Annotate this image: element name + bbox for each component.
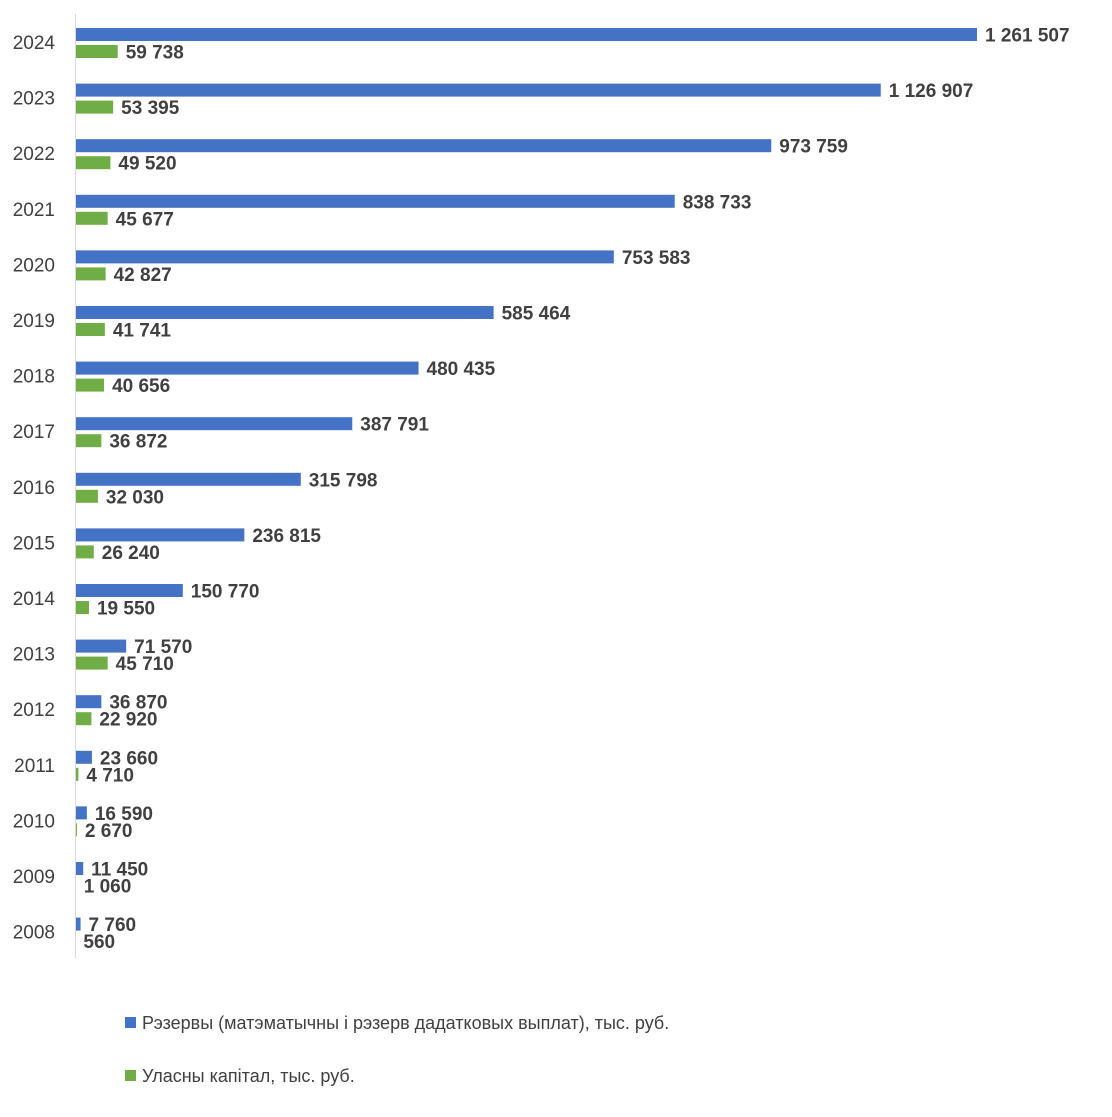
bar-reserves-2024 [75, 28, 977, 41]
bar-reserves-2014 [75, 584, 183, 597]
bar-reserves-2016 [75, 472, 301, 486]
data-label-reserves-2021: 838 733 [683, 192, 752, 213]
data-label-reserves-2023: 1 126 907 [889, 81, 974, 102]
data-label-equity-2017: 36 872 [109, 432, 167, 453]
data-label-equity-2023: 53 395 [121, 98, 180, 119]
data-label-reserves-2014: 150 770 [191, 582, 260, 603]
y-tick-label-2015: 2015 [13, 533, 55, 554]
bar-reserves-2020 [75, 250, 614, 264]
bar-equity-2012 [75, 712, 92, 726]
bar-equity-2013 [75, 656, 108, 670]
data-label-reserves-2015: 236 815 [252, 526, 321, 547]
data-label-reserves-2018: 480 435 [427, 359, 496, 380]
y-tick-label-2023: 2023 [13, 89, 55, 110]
y-tick-label-2019: 2019 [13, 311, 55, 332]
y-tick-label-2008: 2008 [13, 923, 55, 944]
data-label-reserves-2010: 16 590 [95, 804, 153, 825]
data-label-equity-2013: 45 710 [116, 654, 174, 675]
bar-reserves-2018 [75, 361, 419, 375]
y-tick-label-2018: 2018 [13, 367, 55, 388]
bar-reserves-2011 [75, 750, 92, 764]
data-label-reserves-2016: 315 798 [309, 470, 378, 491]
data-label-equity-2018: 40 656 [112, 376, 170, 397]
legend-swatch-reserves [125, 1017, 136, 1028]
y-tick-label-2024: 2024 [13, 33, 56, 54]
data-label-equity-2011: 4 710 [86, 765, 134, 786]
bar-reserves-2019 [75, 306, 494, 319]
data-label-equity-2012: 22 920 [99, 710, 157, 731]
data-label-reserves-2008: 7 760 [89, 915, 137, 936]
bar-reserves-2010 [75, 806, 87, 820]
bar-equity-2020 [75, 267, 106, 281]
y-tick-label-2016: 2016 [13, 478, 55, 499]
legend: Рэзервы (матэматычны і рэзерв дадатковых… [125, 1013, 669, 1086]
y-axis-tick-labels: 2024 2023 2022 2021 2020 2019 2018 2017 2016 2015… [13, 33, 56, 944]
bar-equity-2017 [75, 434, 102, 448]
y-tick-label-2013: 2013 [13, 645, 55, 666]
y-tick-label-2010: 2010 [13, 811, 55, 832]
bar-equity-2011 [75, 767, 79, 781]
data-label-equity-2015: 26 240 [102, 543, 160, 564]
data-label-reserves-2020: 753 583 [622, 248, 691, 269]
data-label-equity-2019: 41 741 [113, 321, 172, 342]
data-label-equity-2020: 42 827 [114, 265, 172, 286]
bar-equity-2018 [75, 378, 105, 392]
bar-reserves-2009 [75, 862, 84, 875]
data-label-reserves-2022: 973 759 [779, 137, 848, 158]
data-label-equity-2016: 32 030 [106, 487, 164, 508]
data-label-reserves-2009: 11 450 [91, 860, 148, 881]
bar-reserves-2013 [75, 639, 127, 653]
data-label-equity-2014: 19 550 [97, 599, 155, 620]
legend-swatch-equity [125, 1070, 136, 1081]
bar-reserves-2021 [75, 194, 675, 208]
bar-equity-2015 [75, 545, 94, 559]
y-tick-label-2021: 2021 [13, 200, 55, 221]
data-label-reserves-2024: 1 261 507 [985, 26, 1070, 47]
data-label-equity-2024: 59 738 [126, 43, 184, 64]
y-tick-label-2011: 2011 [14, 756, 55, 777]
data-label-reserves-2019: 585 464 [502, 304, 571, 325]
bar-reserves-2012 [75, 695, 102, 709]
data-label-reserves-2012: 36 870 [109, 693, 167, 714]
bar-equity-2023 [75, 100, 114, 114]
data-label-equity-2009: 1 060 [84, 877, 132, 898]
bar-equity-2014 [75, 601, 89, 614]
data-label-reserves-2017: 387 791 [360, 415, 429, 436]
bar-equity-2021 [75, 211, 108, 225]
y-tick-label-2012: 2012 [13, 700, 55, 721]
data-label-reserves-2011: 23 660 [100, 748, 158, 769]
y-tick-label-2022: 2022 [13, 144, 55, 165]
bar-reserves-2022 [75, 139, 772, 153]
data-label-equity-2010: 2 670 [85, 821, 133, 842]
bar-equity-2022 [75, 156, 111, 170]
y-tick-label-2020: 2020 [13, 255, 55, 276]
bar-reserves-2008 [75, 917, 81, 931]
bar-equity-2019 [75, 323, 105, 336]
bar-equity-2016 [75, 489, 98, 503]
data-label-equity-2022: 49 520 [118, 154, 176, 175]
data-labels-layer: 1 261 507 59 738 1 126 907 53 395 973 759 49 … [83, 26, 1069, 954]
y-tick-label-2009: 2009 [13, 867, 55, 888]
data-label-equity-2021: 45 677 [116, 209, 174, 230]
bar-reserves-2015 [75, 528, 245, 542]
bar-reserves-2023 [75, 83, 881, 97]
data-label-equity-2008: 560 [83, 932, 115, 953]
bar-reserves-2017 [75, 417, 353, 431]
data-label-reserves-2013: 71 570 [134, 637, 192, 658]
y-tick-label-2017: 2017 [13, 422, 55, 443]
bar-equity-2024 [75, 45, 118, 58]
legend-label-equity: Уласны капітал, тыс. руб. [142, 1066, 355, 1086]
y-tick-label-2014: 2014 [13, 589, 56, 610]
legend-label-reserves: Рэзервы (матэматычны і рэзерв дадатковых… [142, 1013, 669, 1033]
bars-layer [75, 28, 977, 948]
